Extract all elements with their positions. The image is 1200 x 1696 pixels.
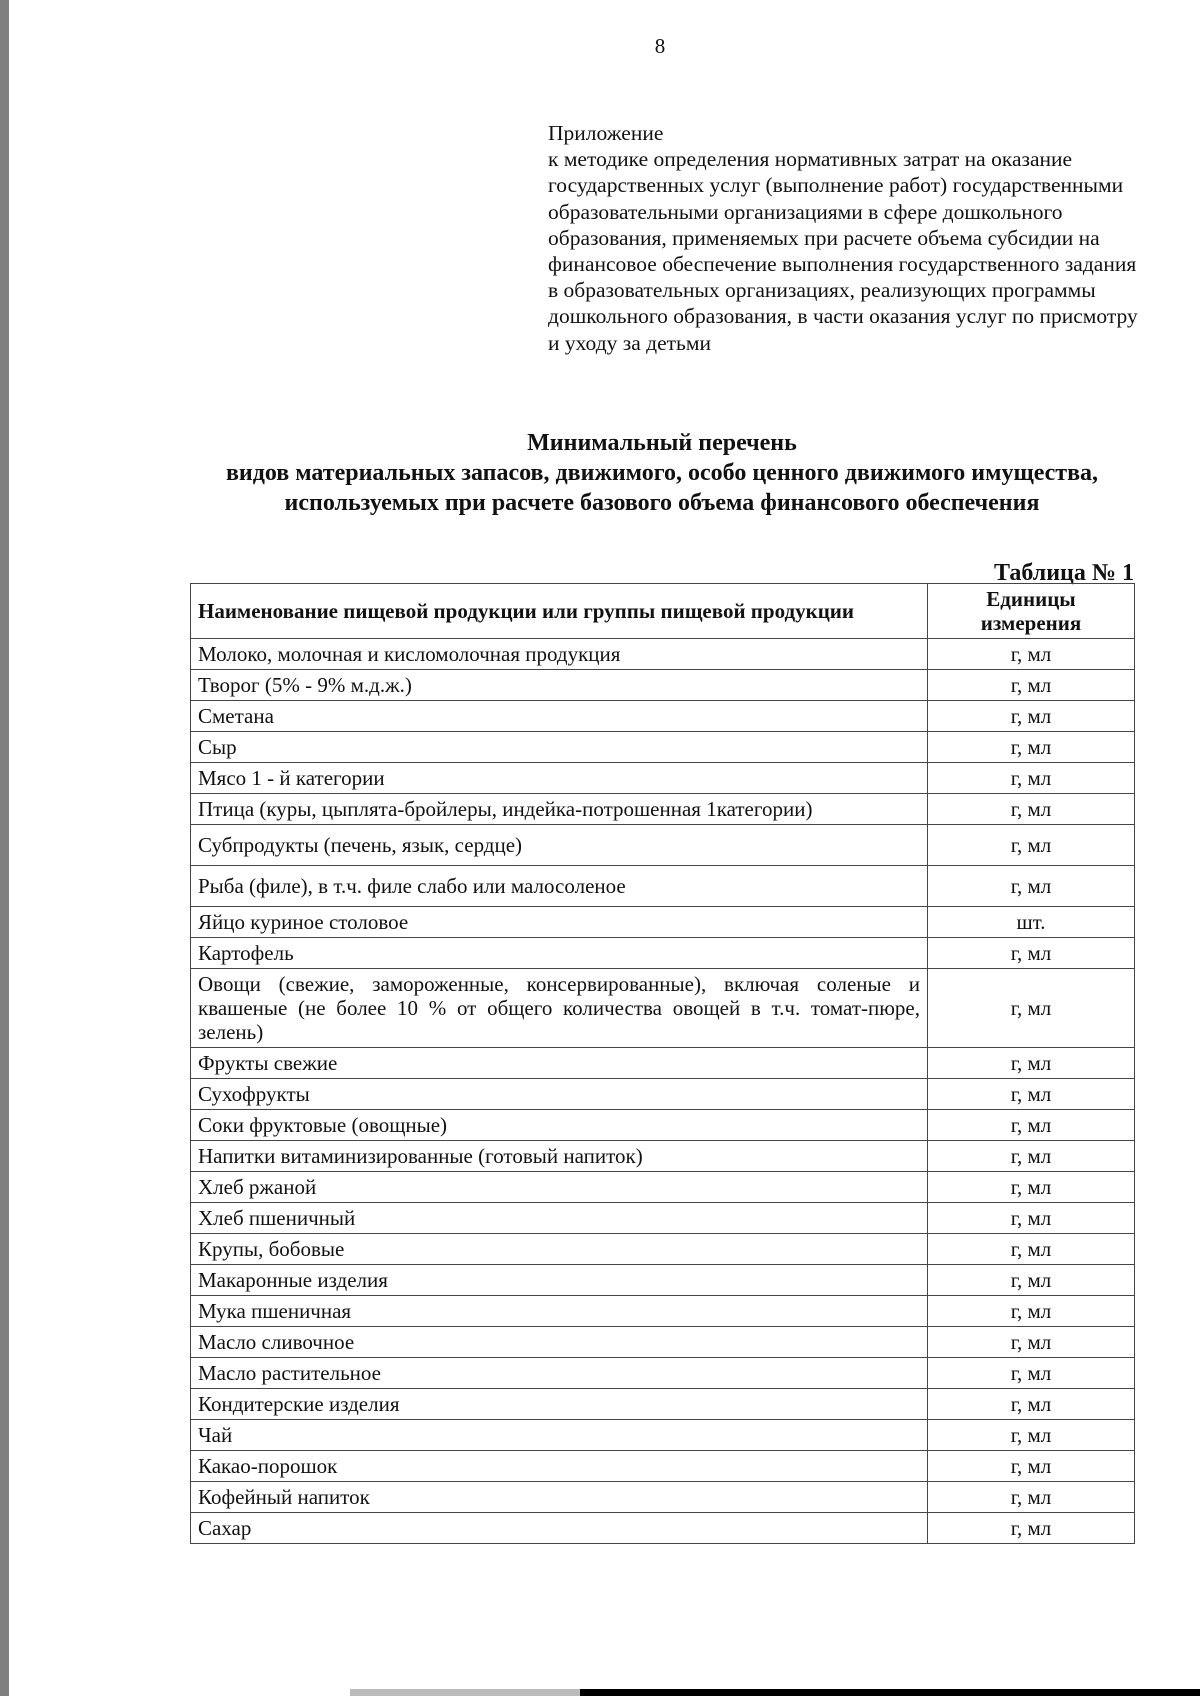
product-unit: г, мл [927,1202,1135,1234]
product-name: Макаронные изделия [190,1264,928,1296]
product-unit: г, мл [927,1357,1135,1389]
product-unit: г, мл [927,1512,1135,1544]
header-unit: Единицы измерения [927,583,1135,639]
table-header-row: Наименование пищевой продукции или групп… [190,583,1135,639]
product-unit: г, мл [927,1326,1135,1358]
product-unit: г, мл [927,865,1135,907]
product-unit: г, мл [927,1264,1135,1296]
table-row: Фрукты свежие г, мл [190,1047,1135,1079]
product-name: Сахар [190,1512,928,1544]
table-row: Овощи (свежие, замороженные, консервиров… [190,968,1135,1048]
product-name: Творог (5% - 9% м.д.ж.) [190,669,928,701]
header-name: Наименование пищевой продукции или групп… [190,583,928,639]
product-name: Кондитерские изделия [190,1388,928,1420]
product-name: Хлеб ржаной [190,1171,928,1203]
product-unit: г, мл [927,1171,1135,1203]
product-name: Картофель [190,937,928,969]
product-name: Крупы, бобовые [190,1233,928,1265]
scan-artifact [350,1689,580,1696]
product-unit: г, мл [927,793,1135,825]
product-unit: шт. [927,906,1135,938]
product-unit: г, мл [927,1450,1135,1482]
product-unit: г, мл [927,1388,1135,1420]
table-row: Картофель г, мл [190,937,1135,969]
title-line-1: Минимальный перечень [527,430,797,456]
table-number: Таблица № 1 [993,560,1134,586]
table-row: Сухофрукты г, мл [190,1078,1135,1110]
product-unit: г, мл [927,1233,1135,1265]
product-unit: г, мл [927,1078,1135,1110]
table-row: Хлеб пшеничный г, мл [190,1202,1135,1234]
appendix-heading: Приложение [548,121,664,145]
product-name: Субпродукты (печень, язык, сердце) [190,824,928,866]
page-number: 8 [654,34,666,58]
product-unit: г, мл [927,731,1135,763]
scan-edge [0,0,9,1696]
product-unit: г, мл [927,1109,1135,1141]
document-title: Минимальный перечень видов материальных … [190,428,1134,518]
product-name: Чай [190,1419,928,1451]
appendix-block: Приложение к методике определения нормат… [548,120,1148,356]
table-row: Кофейный напиток г, мл [190,1481,1135,1513]
table-row: Кондитерские изделия г, мл [190,1388,1135,1420]
product-name: Хлеб пшеничный [190,1202,928,1234]
table-row: Мясо 1 - й категории г, мл [190,762,1135,794]
table-row: Субпродукты (печень, язык, сердце) г, мл [190,824,1135,866]
products-table: Наименование пищевой продукции или групп… [190,583,1135,1544]
scan-artifact [580,1689,1200,1696]
table-row: Хлеб ржаной г, мл [190,1171,1135,1203]
table-row: Сыр г, мл [190,731,1135,763]
table-row: Мука пшеничная г, мл [190,1295,1135,1327]
product-unit: г, мл [927,1481,1135,1513]
title-line-2: видов материальных запасов, движимого, о… [225,460,1099,516]
table-row: Сахар г, мл [190,1512,1135,1544]
product-name: Овощи (свежие, замороженные, консервиров… [190,968,928,1048]
product-name: Кофейный напиток [190,1481,928,1513]
table-row: Соки фруктовые (овощные) г, мл [190,1109,1135,1141]
product-name: Масло растительное [190,1357,928,1389]
product-name: Соки фруктовые (овощные) [190,1109,928,1141]
product-name: Птица (куры, цыплята-бройлеры, индейка-п… [190,793,928,825]
product-name: Рыба (филе), в т.ч. филе слабо или малос… [190,865,928,907]
table-row: Яйцо куриное столовое шт. [190,906,1135,938]
table-row: Крупы, бобовые г, мл [190,1233,1135,1265]
product-unit: г, мл [927,1295,1135,1327]
table-row: Творог (5% - 9% м.д.ж.) г, мл [190,669,1135,701]
table-row: Масло растительное г, мл [190,1357,1135,1389]
table-row: Какао-порошок г, мл [190,1450,1135,1482]
product-unit: г, мл [927,1419,1135,1451]
product-name: Фрукты свежие [190,1047,928,1079]
product-name: Напитки витаминизированные (готовый напи… [190,1140,928,1172]
table-row: Напитки витаминизированные (готовый напи… [190,1140,1135,1172]
product-unit: г, мл [927,1047,1135,1079]
table-row: Птица (куры, цыплята-бройлеры, индейка-п… [190,793,1135,825]
product-name: Яйцо куриное столовое [190,906,928,938]
table-row: Чай г, мл [190,1419,1135,1451]
table-row: Макаронные изделия г, мл [190,1264,1135,1296]
product-name: Молоко, молочная и кисломолочная продукц… [190,638,928,670]
product-name: Сметана [190,700,928,732]
table-row: Рыба (филе), в т.ч. филе слабо или малос… [190,865,1135,907]
product-unit: г, мл [927,824,1135,866]
product-unit: г, мл [927,968,1135,1048]
table-row: Молоко, молочная и кисломолочная продукц… [190,638,1135,670]
product-name: Сухофрукты [190,1078,928,1110]
product-unit: г, мл [927,937,1135,969]
appendix-text: к методике определения нормативных затра… [548,147,1138,355]
product-name: Какао-порошок [190,1450,928,1482]
product-unit: г, мл [927,1140,1135,1172]
product-name: Мука пшеничная [190,1295,928,1327]
product-name: Мясо 1 - й категории [190,762,928,794]
product-name: Масло сливочное [190,1326,928,1358]
product-name: Сыр [190,731,928,763]
product-unit: г, мл [927,638,1135,670]
product-unit: г, мл [927,700,1135,732]
product-unit: г, мл [927,762,1135,794]
table-row: Сметана г, мл [190,700,1135,732]
product-unit: г, мл [927,669,1135,701]
table-row: Масло сливочное г, мл [190,1326,1135,1358]
